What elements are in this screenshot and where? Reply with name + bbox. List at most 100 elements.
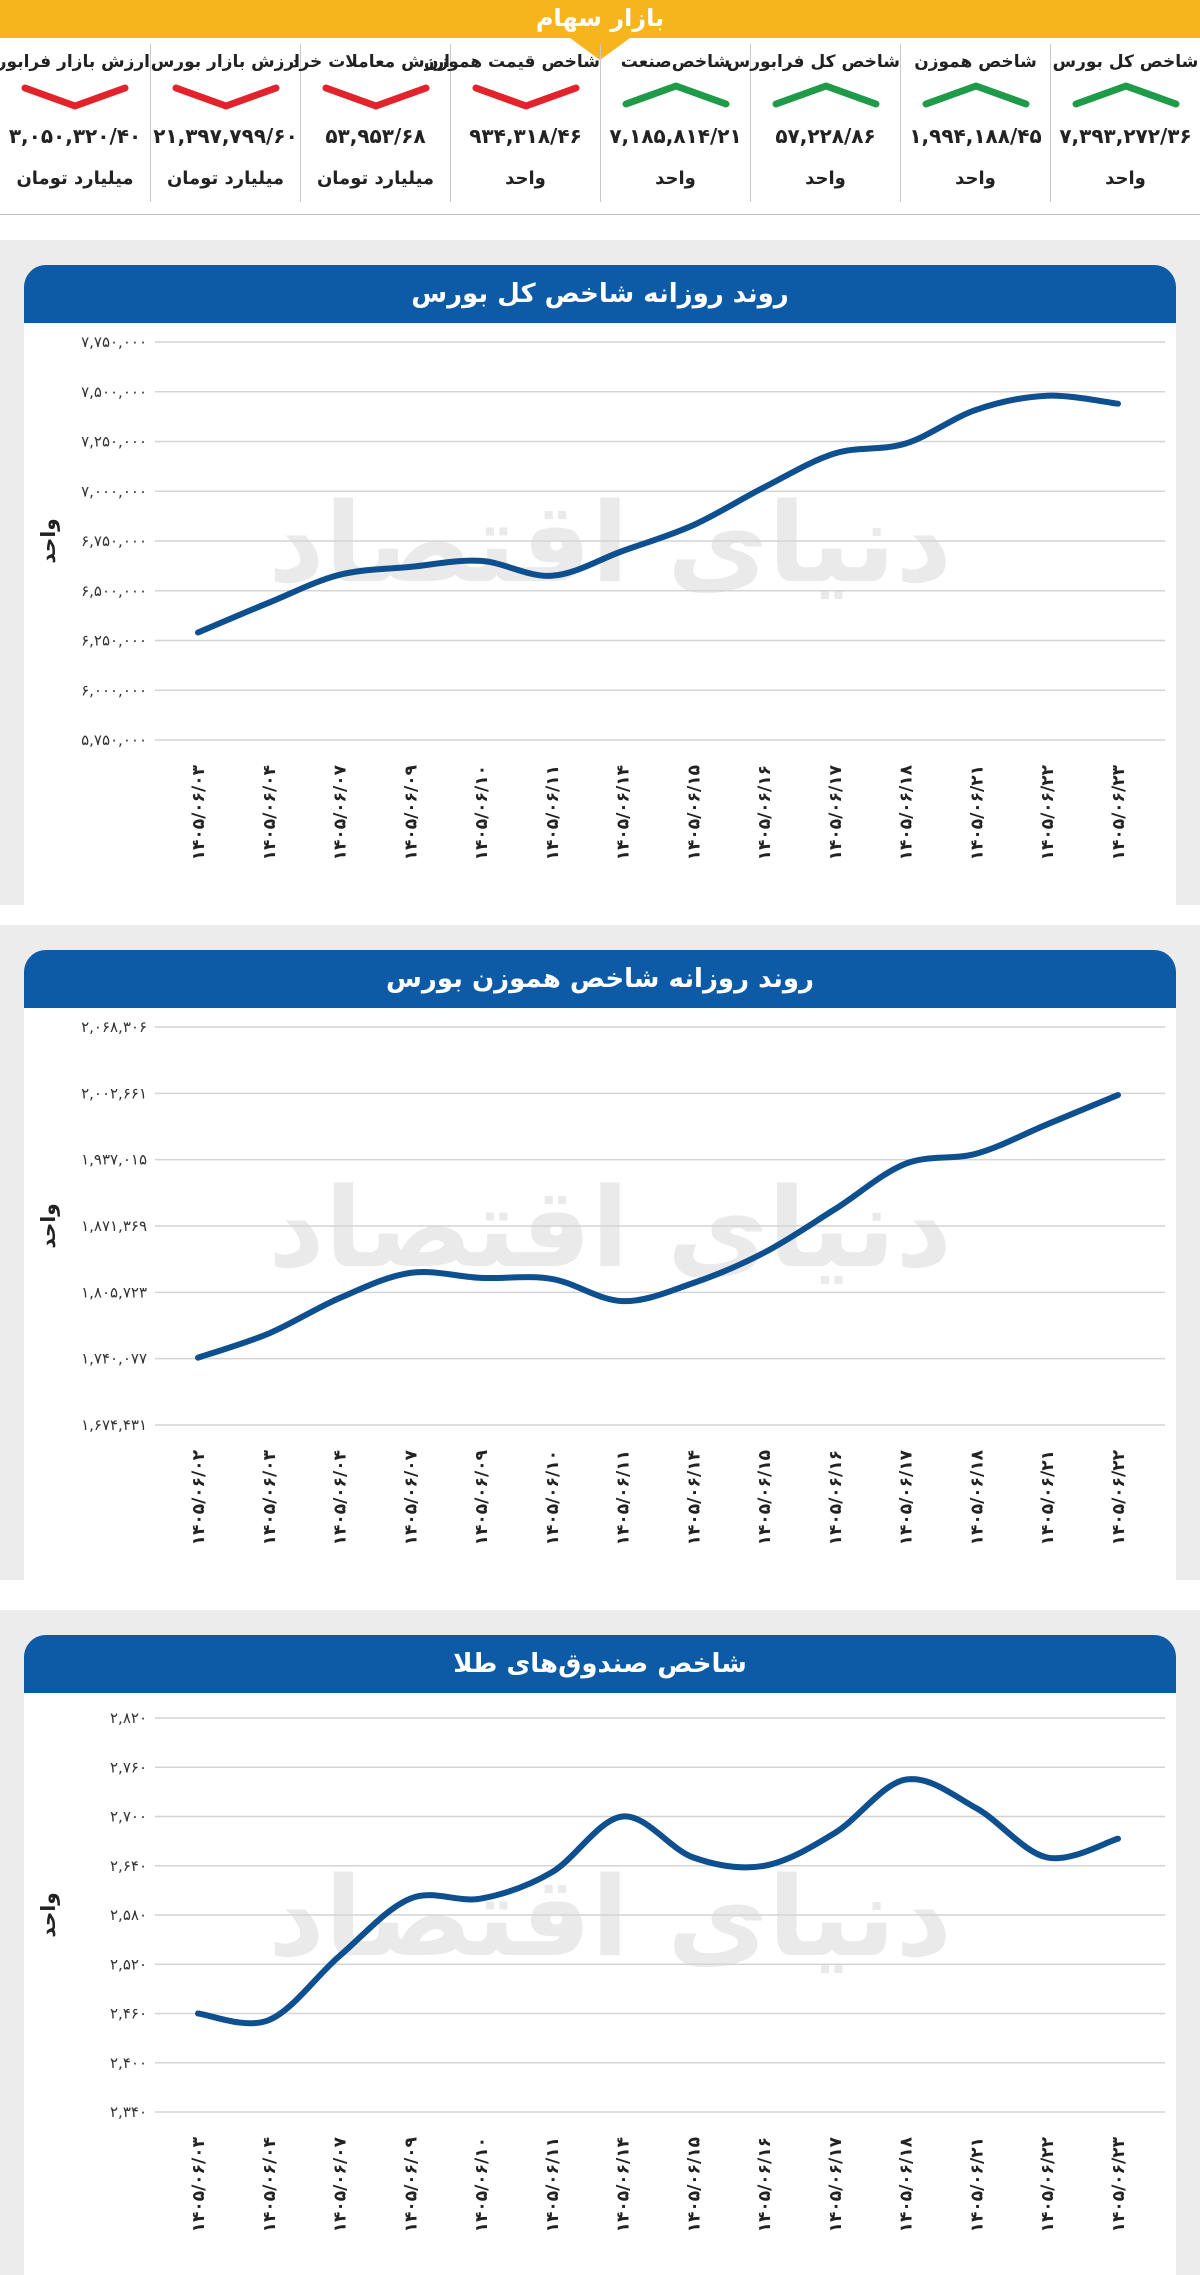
y-tick-label: ۲,۰۶۸,۳۰۶ (81, 1018, 147, 1036)
trend-down-icon (472, 84, 580, 110)
x-tick-label: ۱۴۰۵/۰۶/۱۴ (614, 2137, 634, 2232)
y-tick-label: ۵,۷۵۰,۰۰۰ (81, 731, 147, 749)
stat-card: شاخص کل بورس ۷,۳۹۳,۲۷۲/۳۶ واحد (1050, 44, 1200, 202)
y-tick-label: ۶,۵۰۰,۰۰۰ (81, 582, 147, 600)
x-tick-label: ۱۴۰۵/۰۶/۱۱ (543, 765, 563, 860)
trend-down-icon (21, 84, 129, 110)
y-axis-label: واحد (36, 518, 60, 563)
series-line (195, 392, 1121, 636)
x-tick-label: ۱۴۰۵/۰۶/۰۷ (331, 2136, 351, 2232)
x-tick-label: ۱۴۰۵/۰۶/۰۲ (189, 1449, 209, 1545)
series-line (195, 1776, 1121, 2027)
chart-card: روند روزانه شاخص کل بورس (24, 265, 1176, 905)
stat-unit: میلیارد تومان (166, 168, 285, 189)
trend-up-icon (622, 82, 730, 108)
x-tick-label: ۱۴۰۵/۰۶/۰۹ (472, 1449, 492, 1545)
x-tick-label: ۱۴۰۵/۰۶/۱۴ (684, 1450, 704, 1545)
stat-label: شاخص کل بورس (1052, 52, 1199, 72)
y-tick-label: ۲,۵۸۰ (110, 1906, 147, 1924)
header-banner: بازار سهام (0, 0, 1200, 38)
stat-label: شاخص‌صنعت (620, 52, 731, 72)
x-tick-label: ۱۴۰۵/۰۶/۱۶ (826, 1450, 846, 1545)
y-tick-label: ۲,۴۶۰ (110, 2005, 147, 2023)
stat-card: شاخص قیمت هموزن ۹۳۴,۳۱۸/۴۶ واحد (424, 44, 600, 202)
series-line (195, 1092, 1121, 1361)
y-tick-label: ۲,۵۲۰ (110, 1955, 147, 1973)
x-tick-label: ۱۴۰۵/۰۶/۱۰ (472, 2137, 492, 2232)
x-tick-label: ۱۴۰۵/۰۶/۱۰ (543, 1450, 563, 1545)
x-tick-label: ۱۴۰۵/۰۶/۲۳ (1109, 2136, 1129, 2232)
stat-unit: واحد (655, 168, 696, 189)
stat-value: ۵۳,۹۵۳/۶۸ (325, 124, 426, 148)
x-tick-label: ۱۴۰۵/۰۶/۰۴ (260, 765, 280, 860)
stat-value: ۹۳۴,۳۱۸/۴۶ (469, 124, 582, 148)
watermark: دنیای اقتصاد (268, 479, 952, 607)
y-tick-label: ۲,۰۰۲,۶۶۱ (81, 1084, 147, 1102)
stats-divider (0, 214, 1200, 215)
x-tick-label: ۱۴۰۵/۰۶/۰۹ (401, 764, 421, 860)
y-tick-label: ۲,۸۲۰ (110, 1709, 147, 1727)
y-tick-label: ۲,۶۴۰ (110, 1857, 147, 1875)
x-tick-label: ۱۴۰۵/۰۶/۱۸ (897, 764, 917, 860)
x-tick-label: ۱۴۰۵/۰۶/۲۲ (1038, 2136, 1058, 2232)
chart-card: شاخص صندوق‌های طلا (24, 1635, 1176, 2275)
stat-label: شاخص کل فرابورس (726, 52, 900, 72)
x-tick-label: ۱۴۰۵/۰۶/۱۸ (897, 2136, 917, 2232)
y-tick-label: ۲,۷۶۰ (110, 1758, 147, 1776)
x-tick-label: ۱۴۰۵/۰۶/۱۵ (684, 765, 704, 860)
trend-up-icon (1072, 82, 1180, 108)
stat-unit: واحد (955, 168, 996, 189)
stat-value: ۱,۹۹۴,۱۸۸/۴۵ (909, 124, 1042, 148)
stat-value: ۷,۱۸۵,۸۱۴/۲۱ (609, 124, 742, 148)
trend-down-icon (172, 84, 280, 110)
stat-unit: واحد (805, 168, 846, 189)
chart-title: روند روزانه شاخص کل بورس (24, 265, 1176, 323)
x-tick-label: ۱۴۰۵/۰۶/۰۴ (331, 1450, 351, 1545)
y-tick-label: ۱,۹۳۷,۰۱۵ (81, 1151, 147, 1169)
stat-unit: میلیارد تومان (316, 168, 435, 189)
stat-value: ۲۱,۳۹۷,۷۹۹/۶۰ (153, 124, 298, 148)
x-tick-label: ۱۴۰۵/۰۶/۱۸ (967, 1449, 987, 1545)
x-tick-label: ۱۴۰۵/۰۶/۲۱ (1038, 1450, 1058, 1545)
x-tick-label: ۱۴۰۵/۰۶/۱۰ (472, 765, 492, 860)
chart-total-index: دنیای اقتصاد ۵,۷۵۰,۰۰۰ ۶,۰۰۰,۰۰۰ ۶,۲۵۰,۰۰۰ ۶… (36, 333, 1165, 860)
x-tick-label: ۱۴۰۵/۰۶/۰۳ (260, 1449, 280, 1545)
y-tick-label: ۶,۷۵۰,۰۰۰ (81, 532, 147, 550)
stat-label: ارزش بازار فرابورس (0, 52, 150, 72)
x-tick-label: ۱۴۰۵/۰۶/۱۷ (897, 1449, 917, 1545)
stat-card: شاخص کل فرابورس ۵۷,۲۲۸/۸۶ واحد (726, 44, 900, 202)
stat-card: ارزش معاملات خرد ۵۳,۹۵۳/۶۸ میلیارد تومان (290, 44, 450, 202)
trend-up-icon (922, 82, 1030, 108)
y-tick-label: ۱,۸۷۱,۳۶۹ (81, 1217, 147, 1235)
y-tick-label: ۷,۰۰۰,۰۰۰ (81, 482, 147, 500)
x-tick-label: ۱۴۰۵/۰۶/۲۲ (1038, 764, 1058, 860)
x-tick-label: ۱۴۰۵/۰۶/۲۱ (967, 765, 987, 860)
x-tick-label: ۱۴۰۵/۰۶/۱۶ (755, 765, 775, 860)
y-axis-label: واحد (36, 1203, 60, 1248)
y-tick-label: ۶,۰۰۰,۰۰۰ (81, 681, 147, 699)
chart-title: روند روزانه شاخص هموزن بورس (24, 950, 1176, 1008)
x-tick-label: ۱۴۰۵/۰۶/۱۵ (755, 1450, 775, 1545)
page-title: بازار سهام (535, 4, 665, 32)
x-tick-label: ۱۴۰۵/۰۶/۰۳ (189, 2136, 209, 2232)
x-tick-label: ۱۴۰۵/۰۶/۱۷ (826, 764, 846, 860)
x-tick-label: ۱۴۰۵/۰۶/۰۴ (260, 2137, 280, 2232)
x-tick-label: ۱۴۰۵/۰۶/۲۳ (1109, 764, 1129, 860)
stats-row: شاخص کل بورس ۷,۳۹۳,۲۷۲/۳۶ واحد شاخص هموزن ۱,… (0, 44, 1200, 214)
chart-equal-weight-index: دنیای اقتصاد ۱,۶۷۴,۴۳۱ ۱,۷۴۰,۰۷۷ ۱,۸۰۵,۷۲۳ ۱… (36, 1018, 1165, 1545)
stat-label: ارزش معاملات خرد (290, 52, 450, 72)
x-tick-label: ۱۴۰۵/۰۶/۱۶ (755, 2137, 775, 2232)
stat-card: شاخص هموزن ۱,۹۹۴,۱۸۸/۴۵ واحد (900, 44, 1050, 202)
stat-value: ۷,۳۹۳,۲۷۲/۳۶ (1059, 124, 1192, 148)
y-tick-label: ۷,۲۵۰,۰۰۰ (81, 433, 147, 451)
watermark: دنیای اقتصاد (268, 1853, 952, 1981)
x-tick-label: ۱۴۰۵/۰۶/۲۱ (967, 2137, 987, 2232)
y-tick-label: ۱,۶۷۴,۴۳۱ (81, 1416, 147, 1434)
stat-label: شاخص قیمت هموزن (424, 52, 600, 72)
trend-down-icon (322, 84, 430, 110)
x-tick-label: ۱۴۰۵/۰۶/۱۷ (826, 2136, 846, 2232)
y-tick-label: ۷,۵۰۰,۰۰۰ (81, 383, 147, 401)
y-tick-label: ۱,۷۴۰,۰۷۷ (81, 1350, 147, 1368)
x-tick-label: ۱۴۰۵/۰۶/۱۴ (614, 765, 634, 860)
stat-unit: میلیارد تومان (16, 168, 134, 189)
